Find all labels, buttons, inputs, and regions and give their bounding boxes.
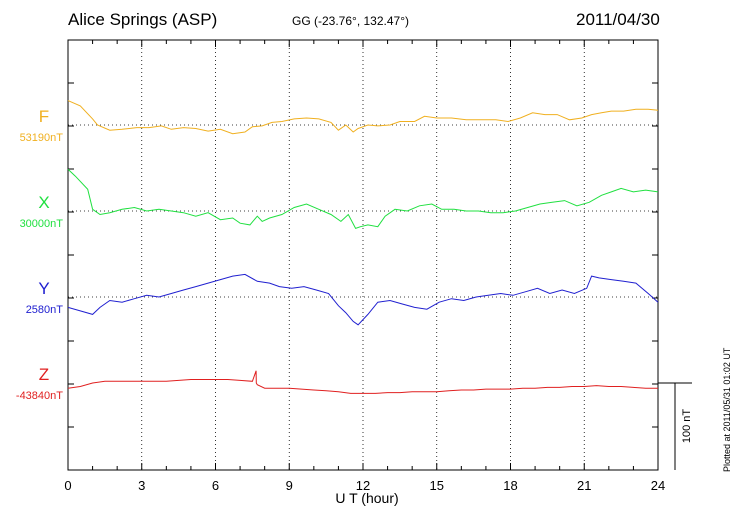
x-tick-label: 12	[356, 478, 370, 493]
series-line-z	[67, 370, 658, 394]
series-line-x	[67, 168, 659, 230]
x-axis-label: U T (hour)	[335, 490, 398, 506]
station-coordinates: GG (-23.76°, 132.47°)	[292, 14, 409, 28]
component-letter-z: Z	[39, 365, 49, 384]
component-baseline-z: -43840nT	[16, 390, 63, 402]
x-tick-label: 6	[212, 478, 219, 493]
x-tick-label: 9	[286, 478, 293, 493]
component-letter-x: X	[38, 193, 49, 212]
x-tick-label: 0	[64, 478, 71, 493]
x-tick-label: 24	[651, 478, 665, 493]
x-tick-labels: 0 3 6 9 12 15 18 21 24	[64, 478, 665, 493]
series-group	[67, 100, 659, 394]
x-tick-label: 15	[430, 478, 444, 493]
scale-bar: 100 nT	[658, 382, 693, 470]
x-tick-label: 21	[577, 478, 591, 493]
plot-date: 2011/04/30	[576, 10, 660, 29]
x-tick-label: 3	[138, 478, 145, 493]
grid-lines	[68, 40, 658, 470]
station-title: Alice Springs (ASP)	[68, 10, 218, 29]
axis-ticks	[67, 39, 659, 471]
component-labels: F 53190nT X 30000nT Y 2580nT Z -43840nT	[16, 107, 63, 402]
x-tick-label: 18	[503, 478, 517, 493]
component-baseline-x: 30000nT	[20, 218, 64, 230]
component-baseline-y: 2580nT	[26, 304, 64, 316]
component-letter-y: Y	[38, 279, 49, 298]
series-line-f	[67, 100, 659, 135]
component-baseline-f: 53190nT	[20, 132, 64, 144]
scale-bar-label: 100 nT	[681, 409, 693, 444]
component-letter-f: F	[39, 107, 49, 126]
series-line-y	[67, 273, 659, 326]
